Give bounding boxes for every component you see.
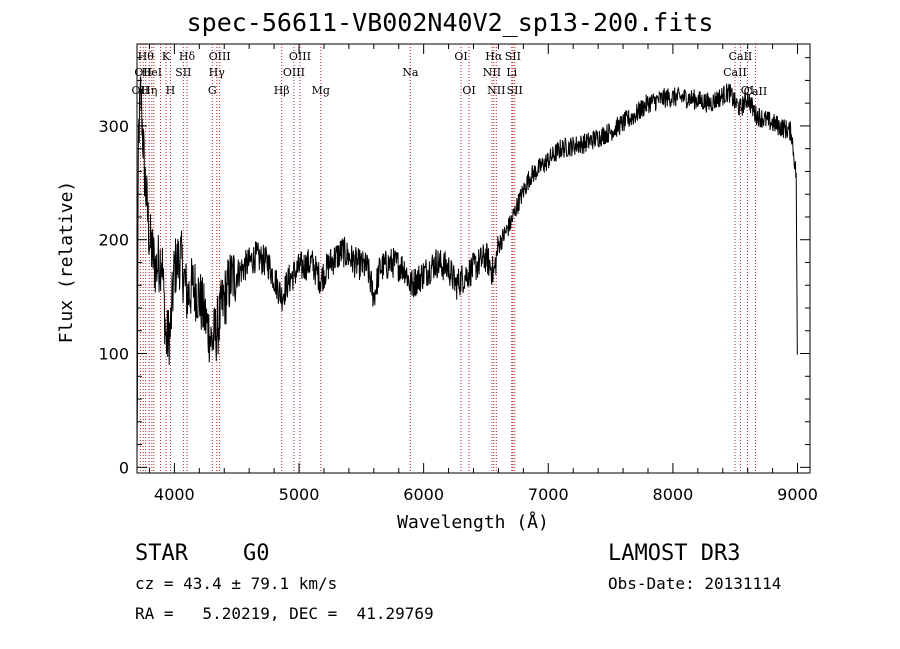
line-marker-label: Hθ <box>138 50 155 63</box>
classification-label: STAR <box>135 541 188 566</box>
line-marker-label: Hα <box>485 50 503 63</box>
x-tick-label: 7000 <box>528 485 569 504</box>
line-marker-label: HeI <box>142 66 162 79</box>
line-marker-label: CaII <box>723 66 747 79</box>
subclass-label: G0 <box>243 541 270 566</box>
obs-date-text: Obs-Date: 20131114 <box>608 574 782 593</box>
y-tick-label: 300 <box>98 117 129 136</box>
line-marker-label: Na <box>402 66 419 79</box>
line-marker-label: Mg <box>312 84 330 97</box>
coords-text: RA = 5.20219, DEC = 41.29769 <box>135 604 434 623</box>
spectrum-line <box>136 76 798 458</box>
y-tick-label: 100 <box>98 345 129 364</box>
line-markers <box>139 44 756 473</box>
line-marker-label: H <box>166 84 176 97</box>
chart-title: spec-56611-VB002N40V2_sp13-200.fits <box>186 8 714 37</box>
redshift-text: cz = 43.4 ± 79.1 km/s <box>135 574 338 593</box>
line-marker-label: G <box>208 84 217 97</box>
line-marker-label: K <box>162 50 171 63</box>
line-marker-label: OIII <box>283 66 305 79</box>
line-marker-label: SII <box>175 66 191 79</box>
line-marker-label: SII <box>505 50 521 63</box>
y-axis-label: Flux (relative) <box>56 181 77 344</box>
y-tick-label: 200 <box>98 231 129 250</box>
line-marker-label: OIII <box>289 50 311 63</box>
line-marker-label: CaII <box>729 50 753 63</box>
line-marker-label: NII <box>487 84 505 97</box>
line-marker-label: Hδ <box>179 50 196 63</box>
line-marker-label: OI <box>462 84 475 97</box>
line-marker-label: OIII <box>209 50 231 63</box>
x-axis-label: Wavelength (Å) <box>397 511 549 533</box>
line-marker-label: OI <box>741 84 754 97</box>
line-marker-label: Hβ <box>274 84 290 97</box>
x-tick-label: 6000 <box>403 485 444 504</box>
survey-label: LAMOST DR3 <box>608 541 741 566</box>
line-marker-label: OII <box>134 66 152 79</box>
line-marker-label: SII <box>507 84 523 97</box>
line-marker-label: Hγ <box>209 66 226 79</box>
line-marker-label: Hη <box>141 84 157 97</box>
x-tick-label: 9000 <box>777 485 818 504</box>
x-tick-label: 5000 <box>279 485 320 504</box>
x-tick-label: 8000 <box>653 485 694 504</box>
line-marker-label: Li <box>506 66 517 79</box>
line-marker-label: OI <box>454 50 467 63</box>
y-tick-label: 0 <box>119 458 129 477</box>
axis-tick-labels: 4000 5000 6000 7000 8000 9000 0 100 200 300 <box>98 117 817 504</box>
x-tick-label: 4000 <box>154 485 195 504</box>
line-marker-labels: OIIOIIHθHηHeIKHSIIHδGHγOIIIHβOIIIOIIIMgN… <box>132 50 768 98</box>
line-marker-label: NII <box>483 66 501 79</box>
